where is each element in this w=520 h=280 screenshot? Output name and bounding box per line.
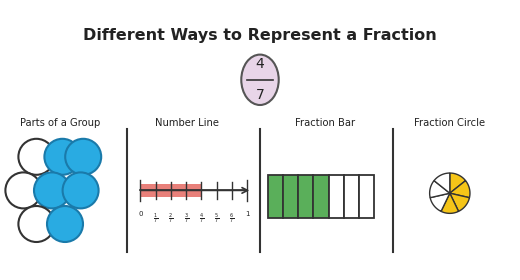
Ellipse shape — [47, 206, 83, 242]
Bar — [140, 184, 201, 197]
Ellipse shape — [65, 139, 101, 175]
Text: 0: 0 — [138, 211, 142, 217]
Text: Parts of a Group: Parts of a Group — [20, 118, 100, 128]
Bar — [298, 175, 314, 218]
Ellipse shape — [241, 55, 279, 105]
Bar — [283, 175, 298, 218]
Text: Fraction Circle: Fraction Circle — [414, 118, 485, 128]
Ellipse shape — [62, 172, 99, 208]
Polygon shape — [441, 193, 459, 213]
Polygon shape — [450, 173, 465, 193]
Ellipse shape — [18, 206, 55, 242]
Text: $\frac{2}{7}$: $\frac{2}{7}$ — [168, 211, 173, 226]
Text: $\frac{6}{7}$: $\frac{6}{7}$ — [229, 211, 235, 226]
Bar — [359, 175, 374, 218]
Text: Number Line: Number Line — [155, 118, 219, 128]
Polygon shape — [450, 181, 470, 198]
Bar — [344, 175, 359, 218]
Polygon shape — [450, 193, 470, 211]
Text: $\frac{4}{7}$: $\frac{4}{7}$ — [199, 211, 204, 226]
Text: $\frac{5}{7}$: $\frac{5}{7}$ — [214, 211, 219, 226]
Text: 4: 4 — [256, 57, 264, 71]
Ellipse shape — [34, 172, 70, 208]
Text: $\frac{3}{7}$: $\frac{3}{7}$ — [184, 211, 189, 226]
Text: $\frac{1}{7}$: $\frac{1}{7}$ — [153, 211, 158, 226]
Bar — [314, 175, 329, 218]
Bar — [268, 175, 283, 218]
Bar — [329, 175, 344, 218]
Text: 1: 1 — [245, 211, 249, 217]
Ellipse shape — [18, 139, 55, 175]
Polygon shape — [430, 193, 450, 211]
Text: Fraction Bar: Fraction Bar — [295, 118, 355, 128]
Ellipse shape — [44, 139, 81, 175]
Ellipse shape — [5, 172, 42, 208]
Polygon shape — [430, 181, 450, 198]
Polygon shape — [434, 173, 450, 193]
Text: Different Ways to Represent a Fraction: Different Ways to Represent a Fraction — [83, 28, 437, 43]
Text: 7: 7 — [256, 88, 264, 102]
